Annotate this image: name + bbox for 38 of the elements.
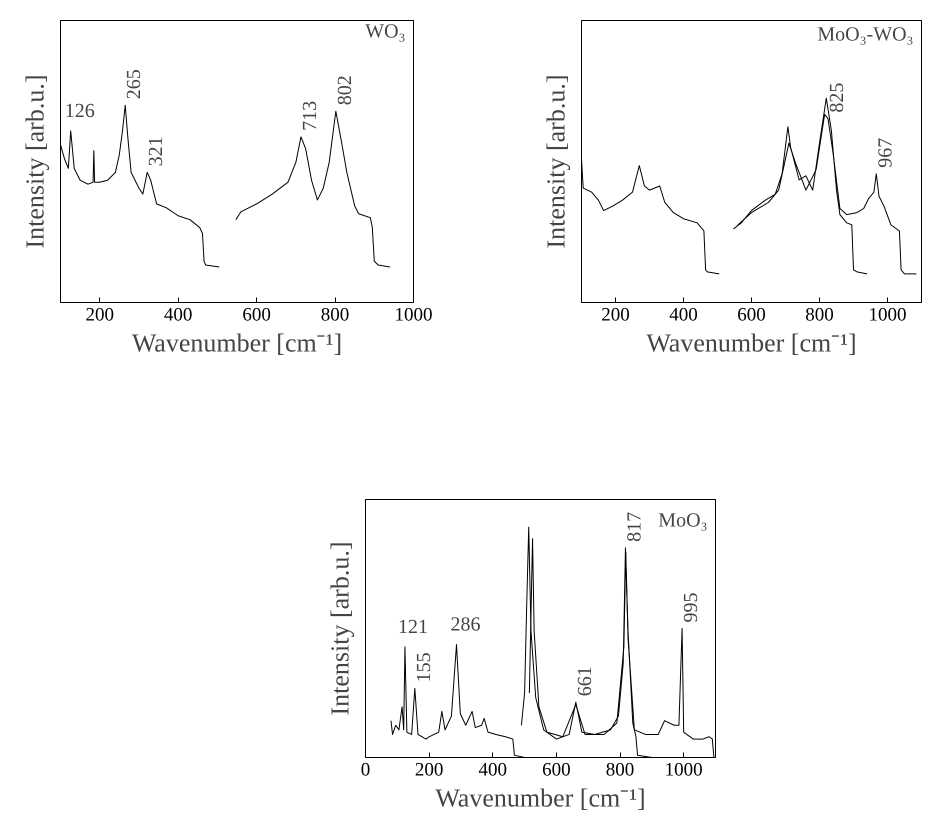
x-tick-label: 600 (542, 760, 571, 780)
annotation: 286 (450, 614, 480, 636)
x-axis-title: Wavenumber [cm⁻¹] (435, 784, 646, 812)
x-tick-label: 200 (85, 304, 114, 326)
x-tick-label: 0 (360, 760, 370, 780)
annotation: 661 (574, 666, 596, 696)
x-tick-label: 1000 (868, 304, 906, 326)
x-tick-label: 800 (805, 304, 834, 326)
x-tick-label: 400 (478, 760, 508, 780)
y-axis-title: Intensity [arb.u.] (326, 541, 354, 716)
annotation: 995 (680, 592, 702, 622)
annotation: 817 (623, 512, 646, 542)
annotation: 155 (412, 652, 435, 682)
x-tick-label: 1000 (394, 304, 432, 326)
annotation: 713 (298, 100, 321, 131)
annotation: 967 (874, 138, 896, 168)
x-tick-label: 400 (669, 304, 698, 326)
annotation: 121 (398, 616, 428, 638)
x-tick-label: 400 (164, 304, 192, 326)
annotation: 126 (64, 100, 95, 122)
chart-title: MoO₃ (658, 510, 708, 532)
annotation: 825 (826, 82, 848, 113)
x-tick-label: 200 (414, 760, 444, 780)
annotation: 802 (334, 75, 356, 106)
annotation: 321 (145, 136, 168, 166)
chart-title: WO₃ (365, 20, 406, 42)
annotation: 265 (123, 69, 146, 100)
chart-title: MoO₃-WO₃ (817, 24, 914, 46)
x-tick-label: 600 (242, 304, 271, 326)
x-tick-label: 800 (606, 760, 634, 780)
x-axis-title: Wavenumber [cm⁻¹] (646, 328, 857, 358)
y-axis-title: Intensity [arb.u.] (542, 74, 570, 248)
y-axis-title: Intensity [arb.u.] (20, 74, 50, 248)
x-tick-label: 1000 (664, 760, 703, 780)
x-tick-label: 200 (601, 304, 630, 326)
x-tick-label: 800 (320, 304, 350, 326)
x-tick-label: 600 (737, 304, 766, 326)
x-axis-title: Wavenumber [cm⁻¹] (132, 328, 342, 358)
